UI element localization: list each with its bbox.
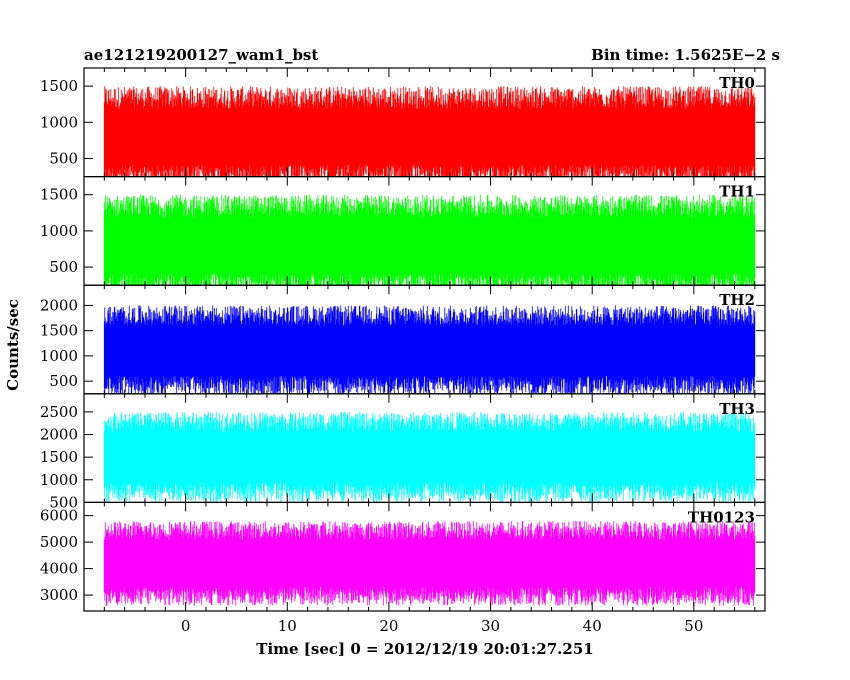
x-tick-label: 40 (583, 617, 602, 635)
y-tick-label: 1000 (40, 471, 78, 489)
x-tick-label: 0 (181, 617, 191, 635)
panel-th3: 500 1000 1500 2000 2500 TH3 (40, 393, 766, 511)
series-label: TH2 (719, 291, 755, 309)
series-th1 (103, 194, 756, 286)
series-th0 (103, 86, 756, 177)
series-th3 (103, 411, 756, 503)
panel-th0123: 3000 4000 5000 6000 TH0123 (40, 501, 766, 612)
y-tick-label: 2000 (40, 426, 78, 444)
y-tick-label: 1000 (40, 113, 78, 131)
x-tick-label: 10 (278, 617, 297, 635)
series-label: TH3 (719, 400, 755, 418)
series-label: TH0123 (688, 508, 755, 526)
y-tick-label: 2500 (40, 403, 78, 421)
y-tick-label: 6000 (40, 507, 78, 525)
y-tick-label: 1000 (40, 222, 78, 240)
x-tick-label: 20 (379, 617, 398, 635)
y-tick-label: 3000 (40, 586, 78, 604)
panel-th2: 500 1000 1500 2000 TH2 (40, 284, 766, 395)
series-th2 (103, 305, 756, 394)
series-label: TH1 (719, 183, 755, 201)
y-axis-label: Counts/sec (4, 299, 22, 391)
panel-frame (83, 501, 766, 612)
y-tick-label: 5000 (40, 533, 78, 551)
x-axis-label: Time [sec] 0 = 2012/12/19 20:01:27.251 (256, 640, 593, 658)
y-tick-label: 1500 (40, 448, 78, 466)
y-tick-label: 500 (49, 493, 78, 511)
chart-title-right: Bin time: 1.5625E−2 s (591, 46, 780, 64)
y-tick-label: 1500 (40, 186, 78, 204)
y-tick-label: 1500 (40, 77, 78, 95)
x-tick-label: 50 (684, 617, 703, 635)
chart-title-left: ae121219200127_wam1_bst (84, 46, 318, 64)
y-tick-label: 2000 (40, 296, 78, 314)
panel-th1: 500 1000 1500 TH1 (40, 176, 766, 286)
y-tick-label: 1000 (40, 347, 78, 365)
series-th0123 (103, 521, 756, 606)
x-tick-label: 30 (481, 617, 500, 635)
y-tick-label: 1500 (40, 322, 78, 340)
y-tick-label: 4000 (40, 560, 78, 578)
y-tick-label: 500 (49, 372, 78, 390)
y-tick-label: 500 (49, 258, 78, 276)
series-label: TH0 (719, 74, 755, 92)
panel-th0: 500 1000 1500 TH0 (40, 67, 766, 178)
y-tick-label: 500 (49, 150, 78, 168)
